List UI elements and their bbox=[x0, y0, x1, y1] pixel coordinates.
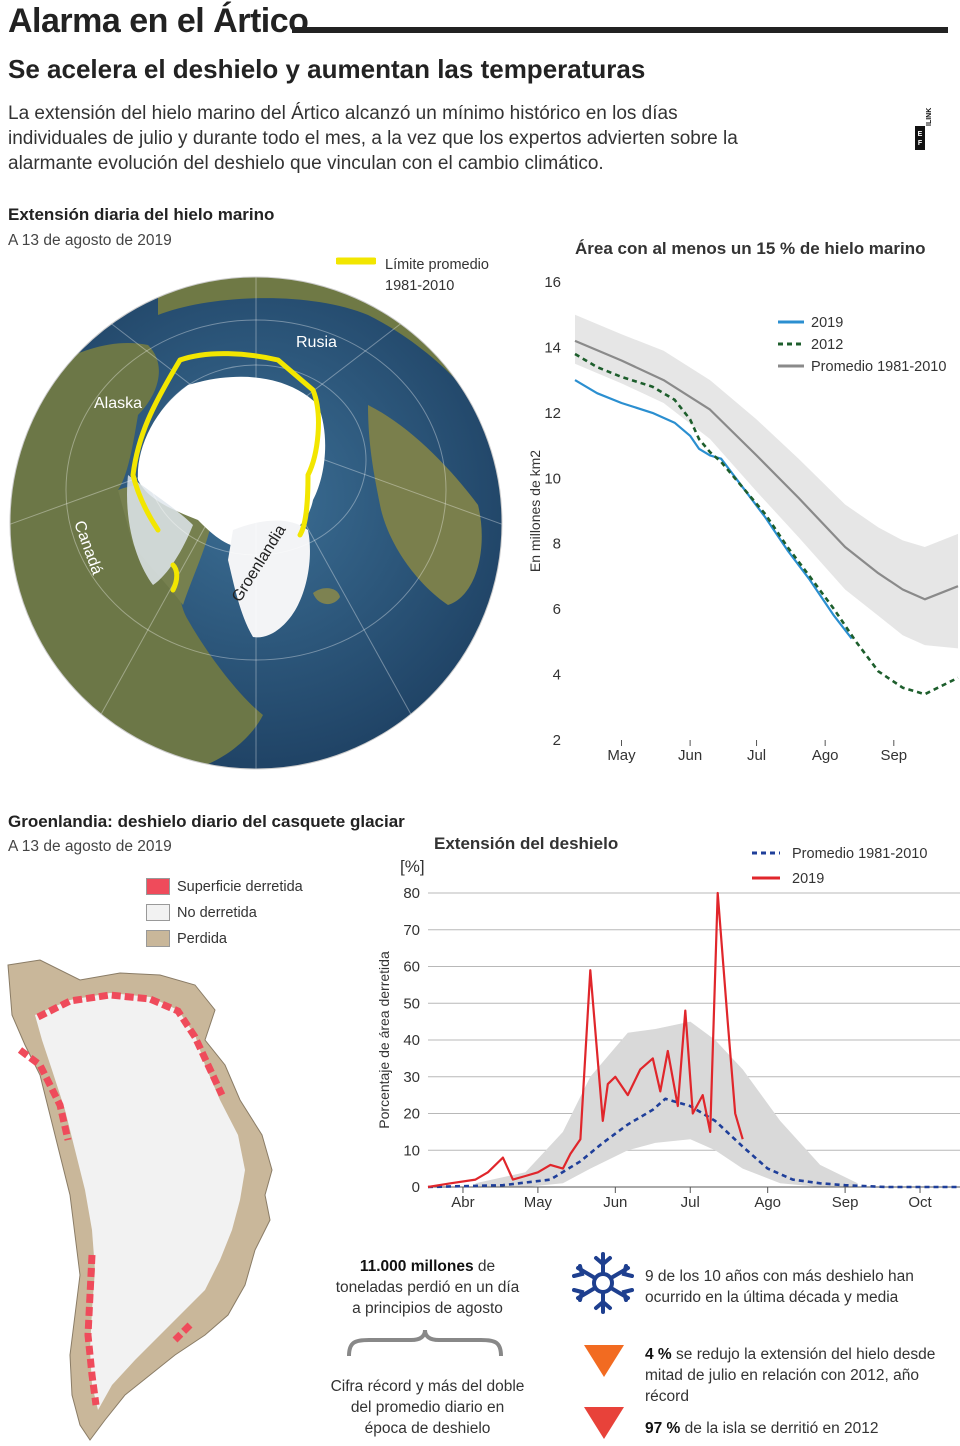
y-tick-label: 4 bbox=[553, 667, 561, 684]
triangle-down-orange-icon bbox=[584, 1345, 624, 1377]
stat-fact-reduction-text: se redujo la extensión del hielo desde m… bbox=[645, 1346, 936, 1405]
legend-label-melted: Superficie derretida bbox=[177, 879, 303, 895]
sea-ice-section-title: Extensión diaria del hielo marino bbox=[8, 205, 275, 224]
x-tick-label: Jun bbox=[603, 1194, 627, 1211]
legend-label-not-melted: No derretida bbox=[177, 905, 257, 921]
greenland-section-title: Groenlandia: deshielo diario del casquet… bbox=[8, 812, 405, 831]
x-tick-label: Ago bbox=[754, 1194, 781, 1211]
map-label-rusia: Rusia bbox=[296, 334, 337, 351]
greenland-melted-edges bbox=[17, 991, 226, 1406]
chart1-title: Área con al menos un 15 % de hielo marin… bbox=[575, 239, 926, 258]
x-tick-label: Jul bbox=[681, 1194, 700, 1211]
stat-big-number: 11.000 millones de toneladas perdió en u… bbox=[330, 1256, 525, 1319]
triangle-down-red-icon bbox=[584, 1407, 624, 1439]
y-unit-label: [%] bbox=[400, 857, 425, 876]
svg-text:E: E bbox=[918, 131, 923, 138]
map-legend-swatch bbox=[336, 257, 376, 265]
page-title: Alarma en el Ártico bbox=[8, 2, 309, 40]
greenland-date: A 13 de agosto de 2019 bbox=[8, 838, 172, 855]
stat-fact-reduction: 4 % se redujo la extensión del hielo des… bbox=[645, 1344, 950, 1407]
series-line-2019 bbox=[427, 891, 744, 1189]
y-tick-label: 16 bbox=[544, 274, 561, 291]
legend-label: Promedio 1981-2010 bbox=[811, 359, 946, 375]
y-tick-label: 40 bbox=[403, 1032, 420, 1049]
stat-fact-decades: 9 de los 10 años con más deshielo han oc… bbox=[645, 1268, 914, 1306]
average-limit-line bbox=[130, 351, 321, 593]
sea-ice-area-chart: 2 4 6 8 10 12 14 16 May Jun Jul Ago Sep En millones d… bbox=[527, 274, 959, 764]
land-north-america bbox=[10, 343, 263, 769]
y-tick-label: 30 bbox=[403, 1069, 420, 1086]
x-tick-label: Abr bbox=[451, 1194, 474, 1211]
series-line-2019 bbox=[574, 379, 853, 640]
svg-text:F: F bbox=[918, 140, 923, 147]
series-line-promedio-1981-2010 bbox=[427, 1097, 960, 1189]
stat-fact-reduction-value: 4 % bbox=[645, 1346, 672, 1363]
greenland-melt-map bbox=[7, 959, 273, 1441]
legend-swatch-lost bbox=[146, 930, 170, 947]
stat-fact-2012-text: de la isla se derritió en 2012 bbox=[680, 1420, 879, 1437]
sea-ice-extent bbox=[137, 376, 326, 548]
stat-big-number-value: 11.000 millones bbox=[359, 1258, 474, 1275]
stat-fact-2012-value: 97 % bbox=[645, 1420, 681, 1437]
title-rule bbox=[292, 27, 948, 33]
legend-label: Promedio 1981-2010 bbox=[792, 846, 927, 862]
range-band bbox=[575, 314, 958, 649]
iceland bbox=[313, 588, 340, 605]
y-tick-label: 80 bbox=[403, 885, 420, 902]
range-band bbox=[475, 1021, 858, 1187]
map-label-alaska: Alaska bbox=[94, 395, 142, 412]
y-tick-label: 2 bbox=[553, 732, 561, 749]
legend-label: 2019 bbox=[792, 871, 824, 887]
land-greenland bbox=[228, 520, 310, 638]
x-tick-label: Jul bbox=[747, 747, 766, 764]
legend-label: 2019 bbox=[811, 315, 843, 331]
x-tick-label: May bbox=[607, 747, 636, 764]
legend-swatch-melted bbox=[146, 878, 170, 895]
x-tick-label: Jun bbox=[678, 747, 702, 764]
arctic-globe-map: Alaska Rusia Canadá Groenlandia bbox=[9, 276, 503, 770]
map-legend-line2: 1981-2010 bbox=[385, 278, 455, 294]
legend-label: 2012 bbox=[811, 337, 843, 353]
y-axis-label: Porcentaje de área derretida bbox=[376, 951, 392, 1129]
y-tick-label: 10 bbox=[544, 470, 561, 487]
y-tick-label: 0 bbox=[412, 1179, 420, 1196]
legend-swatch-not-melted bbox=[146, 904, 170, 921]
stat-big-number-text: de toneladas perdió en un día a principi… bbox=[335, 1258, 520, 1317]
page-subtitle: Se acelera el deshielo y aumentan las te… bbox=[8, 54, 646, 84]
y-tick-label: 20 bbox=[403, 1106, 420, 1123]
greenland-interior bbox=[35, 993, 245, 1410]
y-tick-label: 6 bbox=[553, 601, 561, 618]
y-tick-label: 10 bbox=[403, 1142, 420, 1159]
series-line-promedio-1981-2010 bbox=[574, 339, 959, 601]
legend-label-lost: Perdida bbox=[177, 931, 227, 947]
intro-text: La extensión del hielo marino del Ártico… bbox=[8, 103, 738, 174]
series-line-2012 bbox=[574, 352, 959, 696]
y-axis-label: En millones de km2 bbox=[527, 450, 543, 572]
y-tick-label: 50 bbox=[403, 995, 420, 1012]
chart2-title: Extensión del deshielo bbox=[434, 834, 619, 853]
curly-brace bbox=[347, 1329, 503, 1357]
land-scandinavia bbox=[368, 405, 482, 605]
sea-ice-date: A 13 de agosto de 2019 bbox=[8, 232, 172, 249]
x-tick-label: May bbox=[524, 1194, 553, 1211]
y-tick-label: 14 bbox=[544, 339, 561, 356]
map-legend-line1: Límite promedio bbox=[385, 257, 489, 273]
stat-fact-2012: 97 % de la isla se derritió en 2012 bbox=[645, 1418, 950, 1439]
svg-text:ILINK: ILINK bbox=[926, 108, 933, 126]
y-tick-label: 12 bbox=[544, 405, 561, 422]
melt-extent-chart: 0 10 20 30 40 50 60 70 80 Abr May Jun Jul Ago Sep Oct Po… bbox=[376, 846, 960, 1211]
efe-logo: E F ILINK bbox=[915, 108, 933, 150]
x-tick-label: Oct bbox=[908, 1194, 932, 1211]
x-tick-label: Ago bbox=[812, 747, 839, 764]
snowflake-icon bbox=[572, 1252, 634, 1314]
x-tick-label: Sep bbox=[880, 747, 907, 764]
y-tick-label: 8 bbox=[553, 536, 561, 553]
y-tick-label: 60 bbox=[403, 959, 420, 976]
x-tick-label: Sep bbox=[832, 1194, 859, 1211]
stat-record-note: Cifra récord y más del doble del promedi… bbox=[330, 1378, 525, 1437]
map-legend-label: Límite promedio 1981-2010 bbox=[385, 255, 489, 297]
y-tick-label: 70 bbox=[403, 922, 420, 939]
